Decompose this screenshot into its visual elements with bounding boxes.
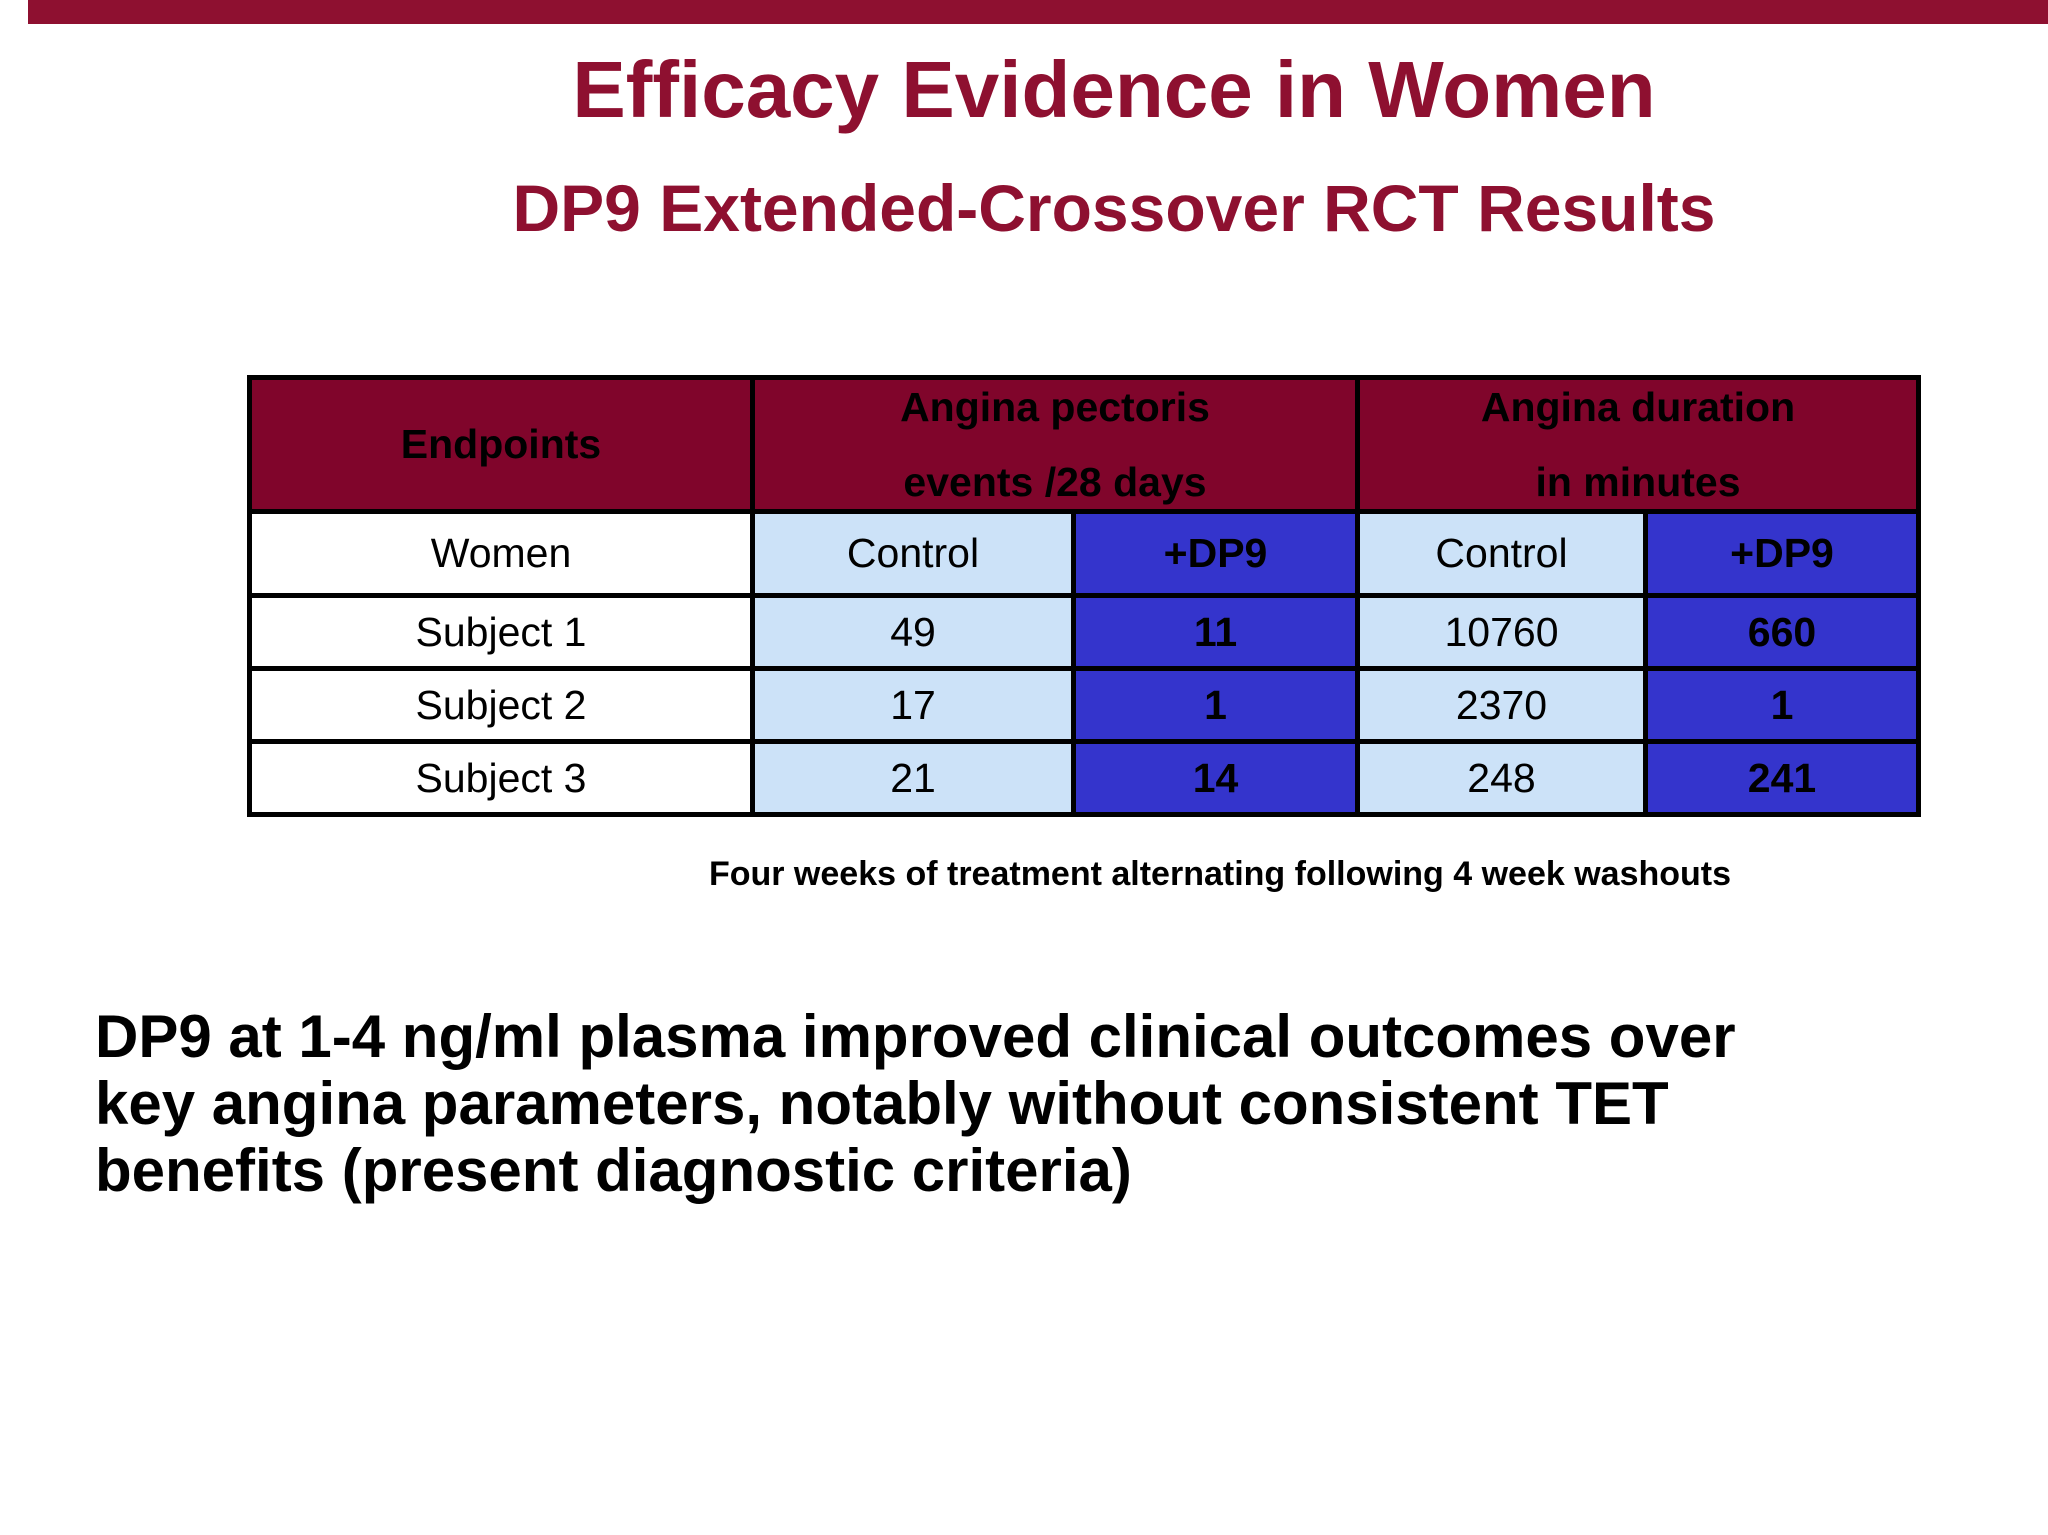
cell-events-control-value: 17 — [750, 666, 1076, 744]
header-angina-duration-line2: in minutes — [1535, 458, 1741, 505]
cell-subject-label: Subject 2 — [247, 666, 755, 744]
cell-events-dp9-value: 11 — [1071, 593, 1360, 671]
cell-duration-control-value: 248 — [1355, 739, 1648, 817]
cell-events-dp9-value: 14 — [1071, 739, 1360, 817]
cell-duration-control-label: Control — [1355, 509, 1648, 598]
cell-duration-dp9-value: 1 — [1643, 666, 1921, 744]
conclusion-line-3: benefits (present diagnostic criteria) — [95, 1137, 1132, 1204]
cell-events-control-value: 49 — [750, 593, 1076, 671]
results-table: Endpoints Angina pectoris events /28 day… — [247, 375, 1921, 817]
slide-subtitle: DP9 Extended-Crossover RCT Results — [512, 171, 1716, 245]
header-angina-events: Angina pectoris events /28 days — [750, 375, 1360, 514]
cell-subject-label: Subject 3 — [247, 739, 755, 817]
conclusion-line-2: key angina parameters, notably without c… — [95, 1070, 1669, 1137]
header-angina-duration-line1: Angina duration — [1480, 383, 1796, 430]
table-row-subject-3: Subject 3 21 14 248 241 — [247, 739, 1921, 817]
header-angina-events-line1: Angina pectoris — [900, 383, 1210, 430]
table-row-subject-1: Subject 1 49 11 10760 660 — [247, 593, 1921, 671]
cell-duration-control-value: 2370 — [1355, 666, 1648, 744]
top-accent-bar — [28, 0, 2048, 24]
header-endpoints: Endpoints — [247, 375, 755, 514]
conclusion-line-1: DP9 at 1-4 ng/ml plasma improved clinica… — [95, 1003, 1736, 1070]
cell-events-control-value: 21 — [750, 739, 1076, 817]
cell-events-dp9-value: 1 — [1071, 666, 1360, 744]
table-subheader-row: Women Control +DP9 Control +DP9 — [247, 509, 1921, 598]
cell-duration-control-value: 10760 — [1355, 593, 1648, 671]
conclusion-text: DP9 at 1-4 ng/ml plasma improved clinica… — [95, 1003, 2015, 1204]
table-row-subject-2: Subject 2 17 1 2370 1 — [247, 666, 1921, 744]
cell-events-control-label: Control — [750, 509, 1076, 598]
cell-events-dp9-label: +DP9 — [1071, 509, 1360, 598]
cell-subject-label: Subject 1 — [247, 593, 755, 671]
table-header-row: Endpoints Angina pectoris events /28 day… — [247, 375, 1921, 514]
header-angina-duration: Angina duration in minutes — [1355, 375, 1921, 514]
table-footnote: Four weeks of treatment alternating foll… — [708, 855, 1732, 893]
slide-title: Efficacy Evidence in Women — [572, 45, 1656, 134]
cell-duration-dp9-label: +DP9 — [1643, 509, 1921, 598]
cell-duration-dp9-value: 660 — [1643, 593, 1921, 671]
header-angina-events-line2: events /28 days — [903, 458, 1207, 505]
cell-duration-dp9-value: 241 — [1643, 739, 1921, 817]
cell-women-label: Women — [247, 509, 755, 598]
